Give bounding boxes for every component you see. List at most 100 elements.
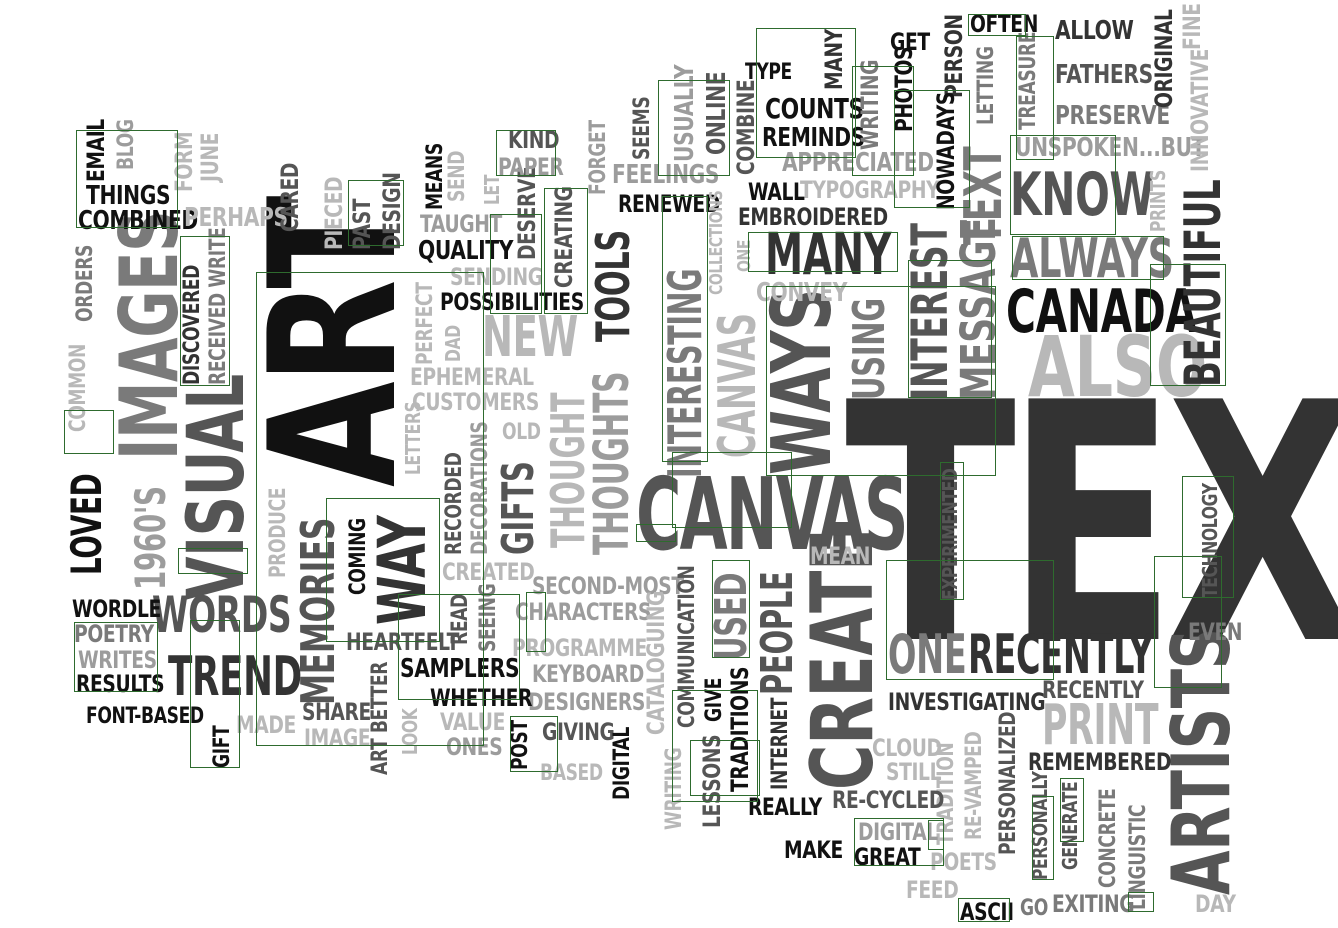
word-unspoken-but: UNSPOKEN...BUT	[1015, 133, 1206, 163]
word-often: OFTEN	[970, 10, 1038, 38]
word-allow: ALLOW	[1055, 16, 1134, 46]
word-always: ALWAYS	[1010, 227, 1174, 290]
word-visual: VISUAL	[172, 374, 262, 600]
word-loved: LOVED	[62, 473, 111, 575]
word-email: EMAIL	[82, 119, 110, 182]
word-original: ORIGINAL	[1150, 9, 1178, 108]
word-read: READ	[448, 594, 473, 645]
word-used: USED	[706, 572, 757, 660]
word-dad: DAD	[441, 325, 465, 362]
word-sending: SENDING	[450, 263, 543, 291]
word-combine: COMBINE	[732, 79, 760, 175]
word-fine: FINE	[1178, 3, 1206, 50]
word-canada: CANADA	[1006, 277, 1197, 347]
word-personalized: PERSONALIZED	[996, 711, 1021, 855]
word-still: STILL	[886, 758, 942, 786]
word-ephemeral: EPHEMERAL	[410, 363, 534, 391]
word-mean: MEAN	[810, 542, 871, 570]
word-image: IMAGE	[304, 724, 371, 752]
word-created: CREATED	[442, 558, 535, 586]
word-words: WORDS	[152, 586, 292, 644]
word-orders: ORDERS	[73, 244, 98, 322]
word-way: WAY	[364, 515, 441, 625]
word-treasure: TREASURE	[1016, 31, 1041, 130]
word-many: MANY	[765, 220, 892, 288]
word-fathers: FATHERS	[1055, 60, 1153, 90]
word-reminds: REMINDS	[762, 123, 865, 153]
word-post: POST	[508, 720, 533, 770]
word-customers: CUSTOMERS	[412, 388, 539, 416]
word-wall: WALL	[748, 178, 805, 206]
word-taught: TAUGHT	[420, 210, 502, 238]
word-seems: SEEMS	[630, 96, 655, 160]
word-artists: ARTISTS	[1155, 628, 1248, 895]
word-cataloguing: CATALOGUING	[642, 590, 670, 735]
word-results: RESULTS	[76, 670, 165, 698]
word-feelings: FEELINGS	[612, 160, 720, 190]
word-based: BASED	[540, 761, 603, 786]
word-combined: COMBINED	[78, 206, 198, 236]
word-1960s: 1960'S	[126, 486, 175, 590]
word-technology: TECHNOLOGY	[1198, 483, 1222, 598]
word-letters: LETTERS	[401, 401, 425, 475]
word-go: GO	[1020, 896, 1048, 921]
word-recently: RECENTLY	[968, 623, 1153, 686]
word-digital: DIGITAL	[858, 818, 938, 846]
word-re-vamped: RE-VAMPED	[962, 731, 987, 840]
word-old: OLD	[502, 420, 541, 445]
word-blog: BLOG	[114, 119, 139, 170]
word-writes: WRITES	[78, 646, 157, 674]
word-paper: PAPER	[498, 153, 564, 181]
word-convey: CONVEY	[756, 278, 847, 308]
word-canvas: CANVAS	[636, 456, 908, 573]
word-personally: PERSONALLY	[1028, 771, 1052, 880]
word-pieced: PIECED	[320, 176, 348, 250]
word-appreciated: APPRECIATED	[782, 148, 934, 178]
word-past: PAST	[348, 198, 376, 250]
word-recorded: RECORDED	[442, 452, 467, 555]
word-kind: KIND	[508, 126, 560, 154]
word-art-better: ART BETTER	[368, 661, 393, 775]
word-interesting: INTERESTING	[658, 268, 712, 478]
word-embroidered: EMBROIDERED	[738, 203, 888, 231]
word-interest: INTEREST	[901, 223, 959, 400]
word-quality: QUALITY	[418, 236, 514, 266]
word-trend: TREND	[168, 645, 302, 708]
word-produce: PRODUCE	[266, 487, 291, 578]
word-common: COMMON	[66, 344, 91, 432]
word-decorations: DECORATIONS	[468, 421, 493, 555]
word-creating: CREATING	[550, 186, 578, 288]
word-made: MADE	[236, 711, 296, 739]
word-share: SHARE	[302, 698, 371, 726]
word-recently-small: RECENTLY	[1042, 676, 1144, 704]
word-great: GREAT	[854, 843, 921, 871]
word-concrete: CONCRETE	[1096, 788, 1121, 888]
word-ones: ONES	[446, 733, 503, 761]
word-whether: WHETHER	[430, 684, 533, 712]
word-ascii: ASCII	[960, 898, 1014, 926]
word-online: ONLINE	[702, 71, 732, 155]
word-writing: WRITING	[856, 59, 884, 150]
word-programme: PROGRAMME	[512, 634, 647, 662]
word-designers: DESIGNERS	[528, 688, 645, 716]
word-cared: CARED	[276, 162, 304, 232]
word-give: GIVE	[702, 678, 727, 722]
word-preserve: PRESERVE	[1055, 101, 1170, 131]
word-seeing: SEEING	[476, 583, 501, 652]
word-thoughts: THOUGHTS	[584, 371, 640, 555]
word-tools: TOOLS	[586, 230, 640, 342]
word-using: USING	[844, 298, 895, 400]
word-memories: MEMORIES	[291, 517, 345, 705]
word-also: ALSO	[1028, 318, 1207, 416]
word-heartfelt: HEARTFELT	[346, 628, 459, 656]
word-coming: COMING	[346, 518, 371, 595]
word-form: FORM	[170, 131, 198, 192]
word-keyboard: KEYBOARD	[532, 660, 644, 688]
word-things: THINGS	[86, 181, 171, 211]
word-means: MEANS	[423, 143, 448, 210]
word-perfect: PERFECT	[413, 282, 438, 365]
word-letting: LETTING	[974, 46, 999, 126]
word-text: TEXT	[845, 333, 1338, 717]
word-giving: GIVING	[542, 718, 615, 746]
